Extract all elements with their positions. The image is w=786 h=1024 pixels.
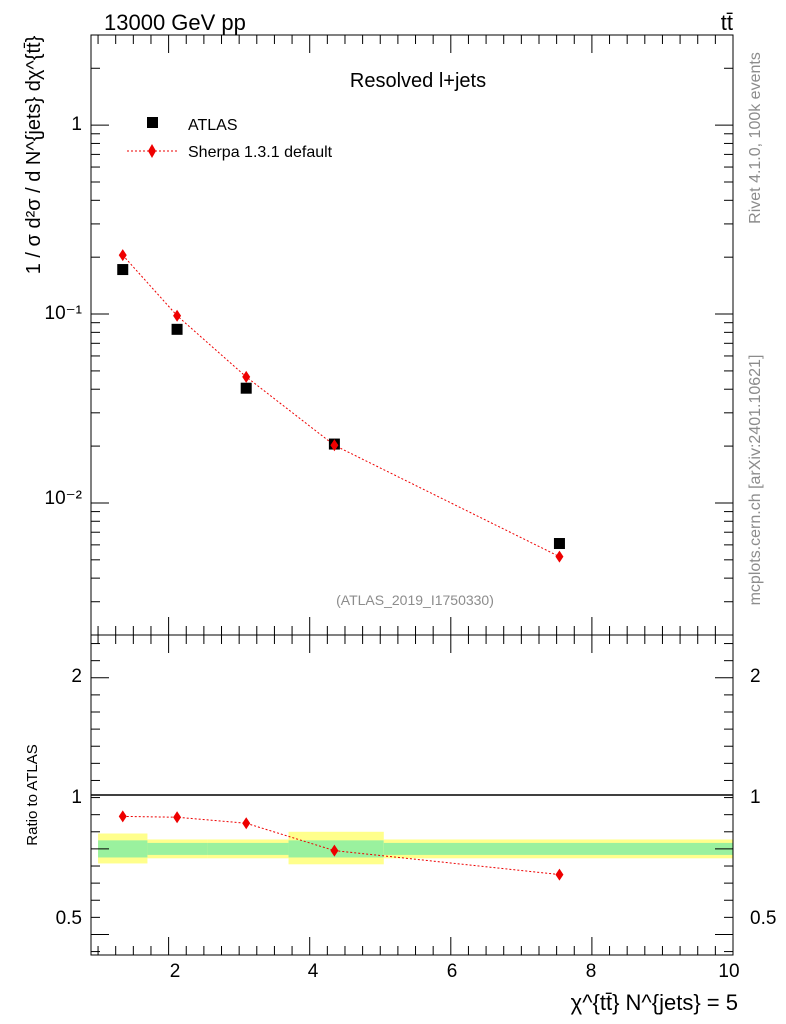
ratio-band-inner <box>383 842 733 855</box>
ratio-sherpa-point <box>555 868 564 881</box>
main-y-axis-title: 1 / σ d²σ / d N^{jets} dχ^{tt̄} <box>23 35 45 274</box>
ratio-axis-ticks <box>91 635 734 955</box>
analysis-watermark: (ATLAS_2019_I1750330) <box>336 592 494 608</box>
atlas-point <box>553 538 565 550</box>
energy-label: 13000 GeV pp <box>104 10 246 35</box>
y-tick-label-1e-1: 10⁻¹ <box>45 303 83 324</box>
x-tick-label-6: 6 <box>447 961 458 982</box>
ratio-sherpa-point <box>173 811 182 824</box>
ratio-y-axis-title: Ratio to ATLAS <box>24 744 41 845</box>
ratio-sherpa-point <box>118 810 127 823</box>
y-tick-label-1: 1 <box>71 114 82 135</box>
legend-sherpa-label: Sherpa 1.3.1 default <box>188 144 333 161</box>
ratio-band-inner <box>207 842 289 855</box>
x-axis-title: χ^{tt̄} N^{jets} = 5 <box>571 990 738 1015</box>
sherpa-point <box>330 439 339 452</box>
ratio-sherpa-point <box>242 817 251 830</box>
ratio-uncertainty-bands <box>98 831 733 865</box>
rivet-version-label: Rivet 4.1.0, 100k events <box>747 52 764 224</box>
ratio-y-tick-05-right: 0.5 <box>750 908 776 929</box>
ratio-band-inner <box>147 842 208 855</box>
sherpa-point <box>173 309 182 322</box>
legend-atlas-marker <box>147 117 158 128</box>
x-tick-label-4: 4 <box>308 961 319 982</box>
main-title: Resolved l+jets <box>350 70 486 92</box>
ratio-band-inner <box>98 840 148 858</box>
ratio-y-tick-1-left: 1 <box>71 787 82 808</box>
main-series-layer <box>117 249 565 563</box>
sherpa-point <box>555 550 564 563</box>
x-tick-label-8: 8 <box>586 961 597 982</box>
y-tick-label-1e-2: 10⁻² <box>45 488 83 509</box>
source-label: mcplots.cern.ch [arXiv:2401.10621] <box>747 355 764 606</box>
ratio-y-tick-2-right: 2 <box>750 666 761 687</box>
legend: ATLAS Sherpa 1.3.1 default <box>127 117 333 161</box>
ratio-y-tick-1-right: 1 <box>750 787 761 808</box>
x-tick-label-10: 10 <box>718 961 739 982</box>
ratio-y-tick-2-left: 2 <box>71 666 82 687</box>
ratio-frame <box>90 634 734 956</box>
atlas-point <box>117 264 129 276</box>
ratio-panel: 2 1 0.5 2 1 0.5 Ratio to ATLAS 2 4 6 8 1… <box>24 634 776 1015</box>
legend-atlas-label: ATLAS <box>188 117 238 134</box>
sherpa-line <box>122 254 560 558</box>
main-panel: Resolved l+jets (ATLAS_2019_I1750330) 10… <box>23 34 734 636</box>
atlas-point <box>171 323 183 335</box>
atlas-point <box>240 382 252 394</box>
sherpa-point <box>118 249 127 262</box>
ratio-series-layer <box>118 810 564 881</box>
ratio-y-tick-05-left: 0.5 <box>56 908 82 929</box>
x-tick-label-2: 2 <box>170 961 181 982</box>
ratio-sherpa-point <box>330 844 339 857</box>
sherpa-point <box>242 370 251 383</box>
ratio-sherpa-line <box>122 815 560 876</box>
process-label: tt̄ <box>721 10 733 35</box>
main-axis-ticks <box>91 34 734 636</box>
legend-sherpa-marker <box>148 144 156 158</box>
